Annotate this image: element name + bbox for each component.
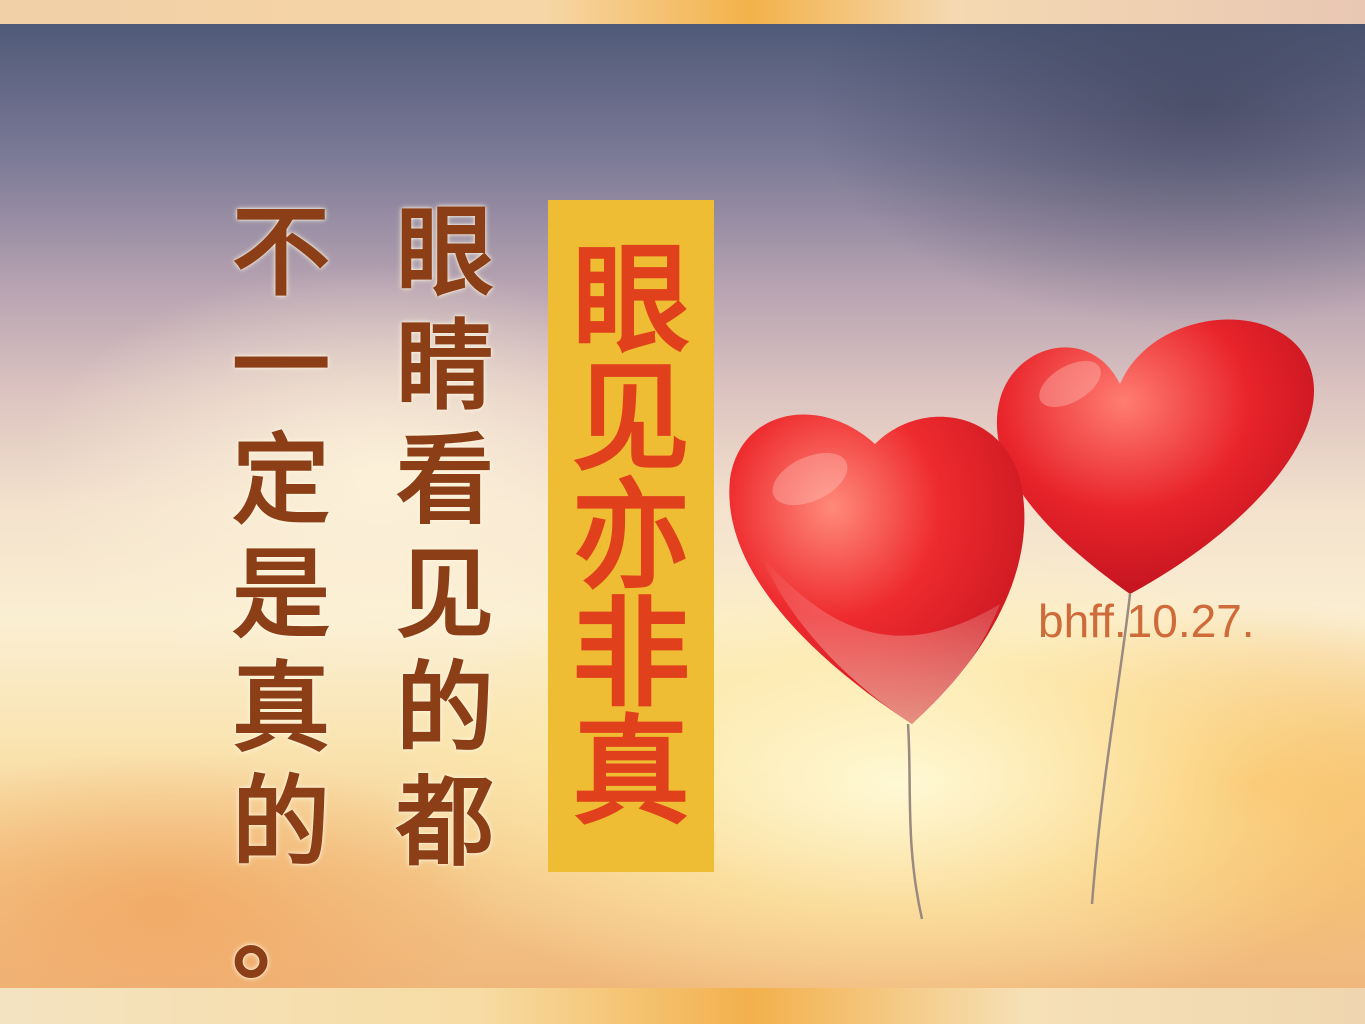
watermark-text: bhff.10.27. <box>1038 595 1255 647</box>
title-banner: 眼 见 亦 非 真 <box>548 200 714 872</box>
banner-char: 亦 <box>571 467 690 605</box>
middle-text-column: 眼 睛 看 见 的 都 <box>390 196 500 880</box>
left-char: 真 <box>231 652 330 766</box>
right-heart-balloon <box>996 319 1315 594</box>
left-char: 定 <box>231 424 330 538</box>
top-border <box>0 0 1365 24</box>
left-char: 不 <box>231 196 330 310</box>
middle-char: 睛 <box>395 310 494 424</box>
left-text-column: 不 一 定 是 真 的 。 <box>226 196 336 994</box>
balloon-string <box>1090 593 1132 905</box>
bottom-border <box>0 988 1365 1024</box>
banner-char: 眼 <box>571 231 690 369</box>
balloon-string <box>906 723 924 920</box>
middle-char: 见 <box>395 538 494 652</box>
left-heart-balloon <box>729 414 1025 724</box>
banner-char: 见 <box>571 349 690 487</box>
middle-char: 看 <box>395 424 494 538</box>
banner-char: 真 <box>571 703 690 841</box>
left-char: 一 <box>231 310 330 424</box>
middle-char: 眼 <box>395 196 494 310</box>
left-char: 是 <box>231 538 330 652</box>
sunset-sky-background: 不 一 定 是 真 的 。 眼 睛 看 见 的 都 眼 见 亦 非 真 <box>0 24 1365 994</box>
left-char: 。 <box>231 880 330 994</box>
middle-char: 都 <box>395 766 494 880</box>
middle-char: 的 <box>395 652 494 766</box>
left-char: 的 <box>231 766 330 880</box>
two-heart-balloons-icon <box>729 319 1315 920</box>
banner-char: 非 <box>571 585 690 723</box>
